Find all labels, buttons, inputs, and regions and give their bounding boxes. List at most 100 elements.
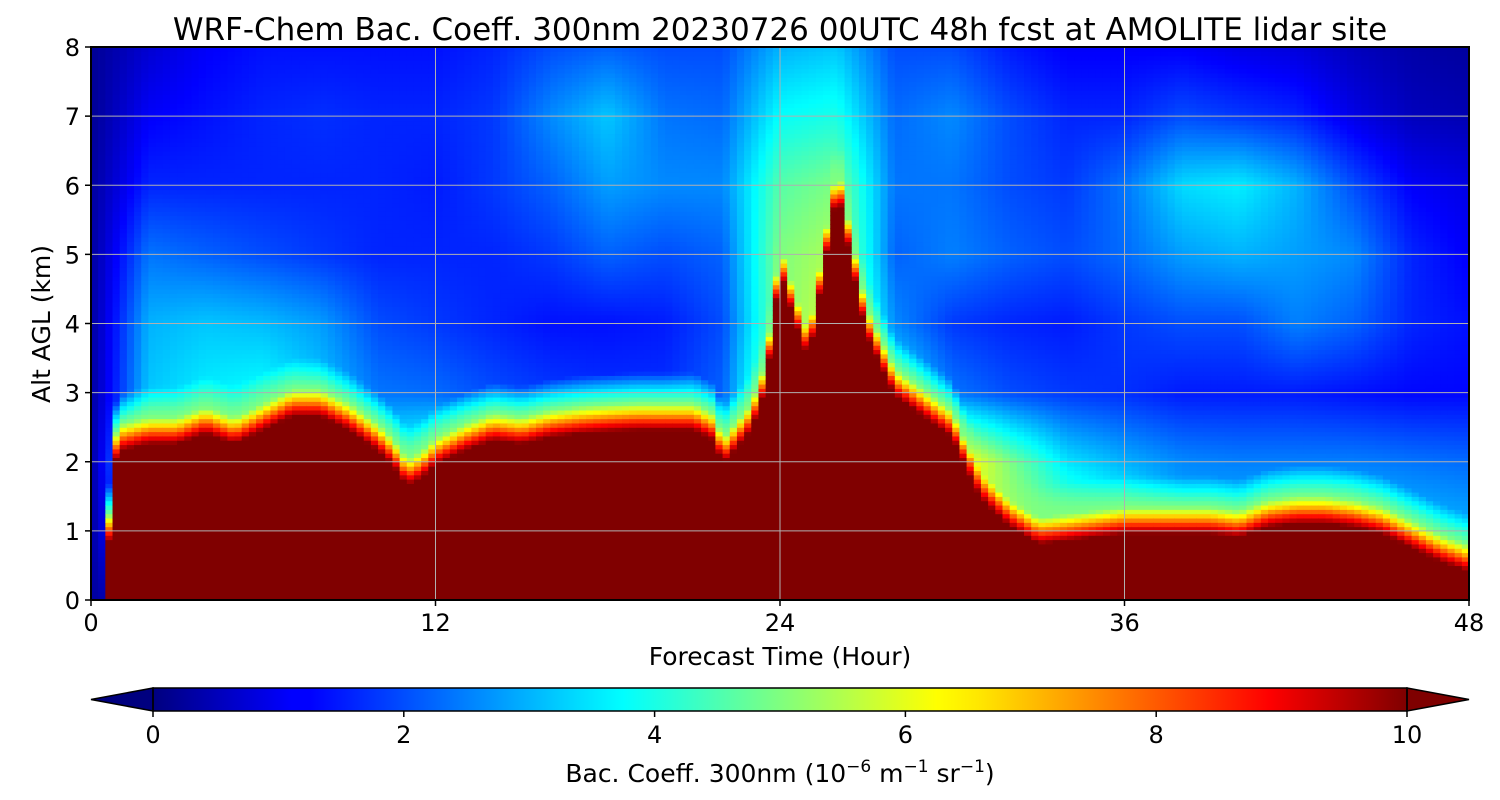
- heatmap-cell: [177, 164, 185, 169]
- heatmap-cell: [235, 483, 243, 488]
- heatmap-cell: [170, 423, 178, 428]
- heatmap-cell: [98, 73, 106, 78]
- heatmap-cell: [249, 263, 257, 268]
- heatmap-cell: [364, 133, 372, 138]
- heatmap-cell: [299, 73, 307, 78]
- heatmap-cell: [357, 60, 365, 65]
- heatmap-cell: [285, 380, 293, 385]
- heatmap-cell: [249, 501, 257, 506]
- heatmap-cell: [105, 324, 113, 329]
- heatmap-cell: [206, 155, 214, 160]
- heatmap-cell: [105, 133, 113, 138]
- heatmap-cell: [220, 453, 228, 458]
- heatmap-cell: [105, 302, 113, 307]
- heatmap-cell: [127, 479, 135, 484]
- heatmap-cell: [184, 479, 192, 484]
- heatmap-cell: [235, 107, 243, 112]
- heatmap-cell: [292, 449, 300, 454]
- heatmap-cell: [249, 172, 257, 177]
- heatmap-cell: [313, 540, 321, 545]
- heatmap-cell: [170, 449, 178, 454]
- heatmap-cell: [321, 414, 329, 419]
- heatmap-cell: [191, 302, 199, 307]
- heatmap-cell: [191, 120, 199, 125]
- heatmap-cell: [357, 95, 365, 100]
- heatmap-cell: [328, 215, 336, 220]
- heatmap-cell: [170, 220, 178, 225]
- heatmap-cell: [148, 332, 156, 337]
- heatmap-cell: [357, 401, 365, 406]
- heatmap-cell: [120, 565, 128, 570]
- heatmap-cell: [321, 578, 329, 583]
- heatmap-cell: [235, 349, 243, 354]
- heatmap-cell: [141, 185, 149, 190]
- heatmap-cell: [127, 535, 135, 540]
- heatmap-cell: [242, 505, 250, 510]
- heatmap-cell: [213, 211, 221, 216]
- heatmap-cell: [213, 259, 221, 264]
- heatmap-cell: [156, 289, 164, 294]
- heatmap-cell: [191, 289, 199, 294]
- heatmap-cell: [148, 164, 156, 169]
- heatmap-cell: [213, 578, 221, 583]
- heatmap-cell: [285, 56, 293, 61]
- heatmap-cell: [220, 129, 228, 134]
- heatmap-cell: [285, 151, 293, 156]
- heatmap-cell: [191, 380, 199, 385]
- heatmap-cell: [220, 125, 228, 130]
- heatmap-cell: [349, 522, 357, 527]
- heatmap-cell: [177, 215, 185, 220]
- heatmap-cell: [105, 444, 113, 449]
- heatmap-cell: [285, 64, 293, 69]
- heatmap-cell: [335, 259, 343, 264]
- heatmap-cell: [134, 220, 142, 225]
- heatmap-cell: [306, 410, 314, 415]
- heatmap-cell: [177, 540, 185, 545]
- heatmap-cell: [98, 578, 106, 583]
- heatmap-cell: [306, 561, 314, 566]
- heatmap-cell: [313, 444, 321, 449]
- heatmap-cell: [206, 198, 214, 203]
- heatmap-cell: [170, 285, 178, 290]
- heatmap-cell: [170, 306, 178, 311]
- heatmap-cell: [141, 164, 149, 169]
- heatmap-cell: [256, 293, 264, 298]
- heatmap-cell: [227, 565, 235, 570]
- heatmap-cell: [342, 306, 350, 311]
- heatmap-cell: [170, 488, 178, 493]
- heatmap-cell: [105, 552, 113, 557]
- heatmap-cell: [235, 578, 243, 583]
- heatmap-cell: [270, 587, 278, 592]
- heatmap-cell: [349, 138, 357, 143]
- heatmap-cell: [235, 172, 243, 177]
- heatmap-cell: [134, 69, 142, 74]
- heatmap-cell: [263, 436, 271, 441]
- heatmap-cell: [306, 129, 314, 134]
- heatmap-cell: [321, 64, 329, 69]
- heatmap-cell: [313, 509, 321, 514]
- heatmap-cell: [278, 406, 286, 411]
- heatmap-cell: [191, 51, 199, 56]
- heatmap-cell: [313, 289, 321, 294]
- heatmap-cell: [342, 380, 350, 385]
- heatmap-cell: [357, 293, 365, 298]
- heatmap-cell: [270, 501, 278, 506]
- heatmap-cell: [134, 120, 142, 125]
- heatmap-cell: [292, 531, 300, 536]
- heatmap-cell: [163, 190, 171, 195]
- heatmap-cell: [220, 419, 228, 424]
- heatmap-cell: [148, 362, 156, 367]
- heatmap-cell: [191, 64, 199, 69]
- heatmap-cell: [141, 410, 149, 415]
- heatmap-cell: [278, 591, 286, 596]
- heatmap-cell: [278, 483, 286, 488]
- heatmap-cell: [163, 185, 171, 190]
- heatmap-cell: [349, 211, 357, 216]
- heatmap-cell: [235, 133, 243, 138]
- heatmap-cell: [328, 557, 336, 562]
- heatmap-cell: [141, 501, 149, 506]
- heatmap-cell: [335, 432, 343, 437]
- heatmap-cell: [134, 436, 142, 441]
- heatmap-cell: [357, 228, 365, 233]
- heatmap-cell: [299, 82, 307, 87]
